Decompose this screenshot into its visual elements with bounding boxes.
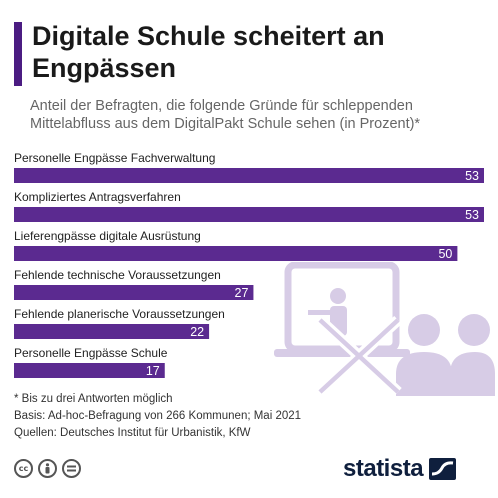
bar: [14, 207, 484, 222]
footnote-sources: Quellen: Deutsches Institut für Urbanist…: [14, 427, 251, 439]
title-accent-bar: [14, 22, 22, 86]
chart-footnotes: * Bis zu drei Antworten möglich Basis: A…: [14, 391, 354, 442]
data-label: 50: [438, 247, 452, 261]
chart-subtitle: Anteil der Befragten, die folgende Gründ…: [30, 98, 421, 132]
bar: [14, 168, 484, 183]
category-label: Kompliziertes Antragsverfahren: [14, 190, 181, 204]
students-icon: [396, 314, 495, 396]
license-icons: cc: [14, 459, 81, 478]
category-label: Lieferengpässe digitale Ausrüstung: [14, 229, 201, 243]
digital-classroom-illustration: [274, 262, 495, 397]
data-label: 22: [190, 325, 204, 339]
footnote-note: * Bis zu drei Antworten möglich: [14, 393, 173, 405]
footnote-basis: Basis: Ad-hoc-Befragung von 266 Kommunen…: [14, 410, 302, 422]
chart-title: Digitale Schule scheitert an Engpässen: [32, 21, 385, 83]
cc-icon[interactable]: cc: [14, 459, 33, 478]
statista-wordmark: statista: [343, 455, 424, 482]
bar: [14, 324, 210, 339]
cross-icon: [316, 315, 402, 397]
category-label: Personelle Engpässe Schule: [14, 346, 168, 360]
category-label: Fehlende planerische Voraussetzungen: [14, 307, 225, 321]
statista-wave-icon: [429, 458, 457, 480]
data-label: 17: [146, 364, 160, 378]
by-icon[interactable]: [38, 459, 57, 478]
statista-logo[interactable]: statista: [343, 455, 457, 482]
screen-icon: [274, 262, 410, 357]
category-label: Personelle Engpässe Fachverwaltung: [14, 151, 215, 165]
bar: [14, 246, 458, 261]
bar-chart: Personelle Engpässe Fachverwaltung 53 Komp…: [14, 151, 484, 378]
nd-icon[interactable]: [62, 459, 81, 478]
bar: [14, 363, 165, 378]
data-label: 53: [465, 208, 479, 222]
data-label: 53: [465, 169, 479, 183]
bar: [14, 285, 254, 300]
data-label: 27: [235, 286, 249, 300]
category-label: Fehlende technische Voraussetzungen: [14, 268, 221, 282]
